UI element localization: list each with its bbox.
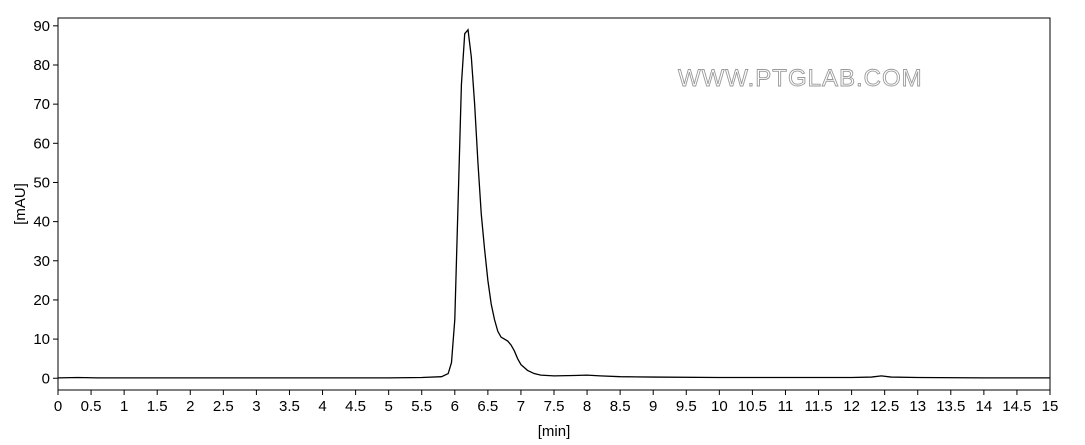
x-tick-label: 14 [976, 398, 993, 415]
x-tick-label: 3 [252, 398, 260, 415]
watermark-text: WWW.PTGLAB.COM [678, 65, 923, 92]
x-tick-label: 4 [318, 398, 326, 415]
x-tick-label: 6 [451, 398, 459, 415]
x-axis-ticks: 0 0.5 1 1.5 2 2.5 3 3.5 4 4.5 5 5.5 6 6.5 7 7.5 8 8.5 9 9.5… [54, 390, 1059, 415]
x-tick-label: 1 [120, 398, 128, 415]
y-tick-label: 20 [33, 292, 50, 309]
y-tick-label: 0 [42, 370, 50, 387]
x-tick-label: 10.5 [738, 398, 767, 415]
x-tick-label: 11.5 [804, 398, 832, 415]
x-tick-label: 4.5 [345, 398, 366, 415]
x-axis-title: [min] [538, 423, 571, 440]
x-tick-label: 3.5 [279, 398, 300, 415]
x-tick-label: 5.5 [411, 398, 432, 415]
x-tick-label: 12 [843, 398, 860, 415]
x-tick-label: 5 [384, 398, 392, 415]
plot-frame [57, 17, 1051, 391]
x-tick-label: 9 [649, 398, 657, 415]
x-tick-label: 10 [711, 398, 728, 415]
x-tick-label: 12.5 [870, 398, 899, 415]
x-tick-label: 6.5 [477, 398, 498, 415]
y-tick-label: 50 [33, 174, 50, 191]
chromatogram-trace [57, 28, 1050, 379]
x-tick-label: 1.5 [147, 398, 168, 415]
x-tick-label: 2 [186, 398, 194, 415]
y-tick-label: 30 [33, 253, 50, 270]
x-tick-label: 0.5 [81, 398, 102, 415]
x-tick-label: 14.5 [1002, 398, 1031, 415]
y-tick-label: 10 [33, 331, 50, 348]
y-tick-label: 70 [33, 96, 50, 113]
y-tick-label: 80 [33, 57, 50, 74]
x-tick-label: 13.5 [936, 398, 965, 415]
y-tick-label: 90 [33, 18, 50, 35]
x-tick-label: 11 [778, 398, 794, 415]
x-tick-label: 9.5 [676, 398, 697, 415]
y-axis-ticks: 0 10 20 30 40 50 60 70 80 90 [33, 18, 58, 387]
y-tick-label: 60 [33, 135, 50, 152]
x-tick-label: 2.5 [213, 398, 234, 415]
x-tick-label: 13 [909, 398, 926, 415]
x-tick-label: 7 [517, 398, 525, 415]
x-tick-label: 7.5 [544, 398, 565, 415]
y-tick-label: 40 [33, 214, 50, 231]
x-tick-label: 8.5 [610, 398, 631, 415]
x-tick-label: 8 [583, 398, 591, 415]
y-axis-title: [mAU] [12, 183, 29, 225]
x-tick-label: 0 [54, 398, 62, 415]
x-tick-label: 15 [1042, 398, 1059, 415]
